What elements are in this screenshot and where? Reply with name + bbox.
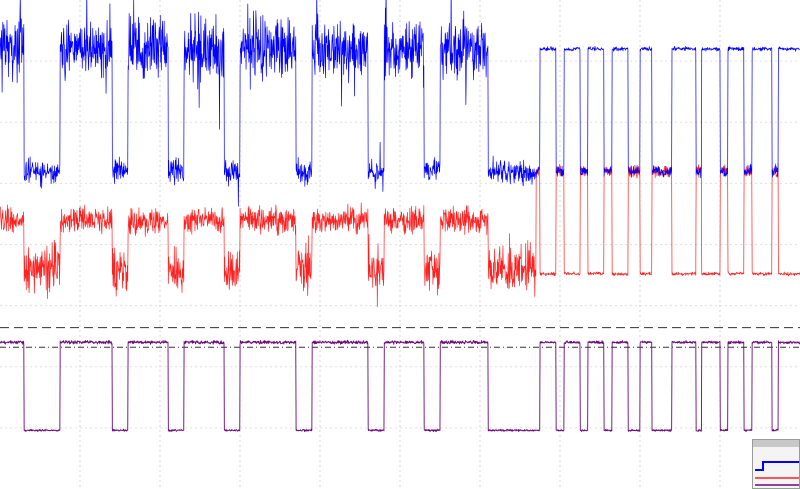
overview-thumbnail[interactable] [752, 439, 800, 489]
thumbnail-preview [755, 461, 799, 486]
series-trace-blue [0, 0, 800, 207]
series-trace-red [0, 163, 800, 308]
signal-traces [0, 0, 800, 433]
series-trace-purple [0, 339, 800, 433]
thumbnail-trace-blue [755, 461, 799, 471]
reference-lines [0, 327, 800, 348]
thumbnail-titlebar [753, 440, 799, 447]
